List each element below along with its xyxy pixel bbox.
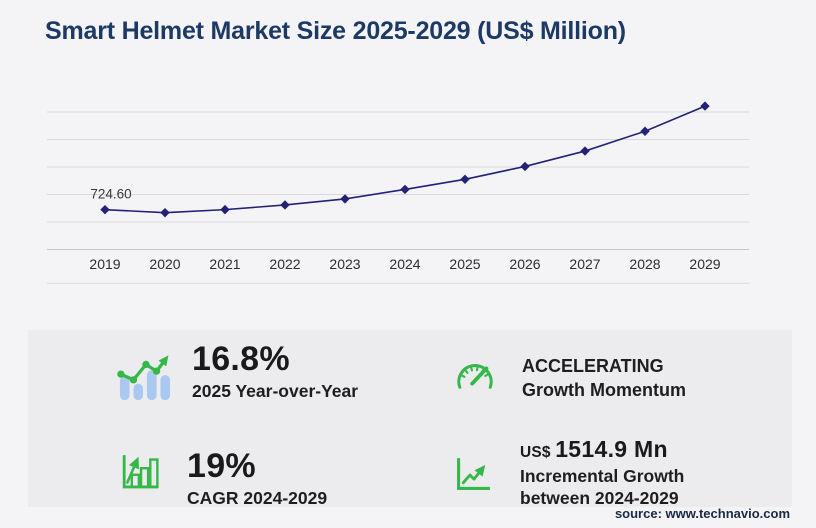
x-axis-label: 2026 bbox=[509, 256, 540, 272]
momentum-label: Growth Momentum bbox=[522, 380, 686, 400]
x-axis-label: 2024 bbox=[389, 256, 420, 272]
axes-growth-icon bbox=[457, 458, 490, 490]
x-axis-label: 2027 bbox=[569, 256, 600, 272]
data-point bbox=[220, 204, 230, 215]
x-axis-label: 2022 bbox=[269, 256, 300, 272]
yoy-value: 16.8% bbox=[192, 340, 290, 378]
point-value-label: 724.60 bbox=[90, 187, 131, 202]
bar-chart-trend-icon bbox=[117, 355, 171, 401]
data-point bbox=[340, 194, 350, 204]
x-axis-label: 2021 bbox=[209, 256, 240, 272]
data-point bbox=[100, 204, 110, 215]
incremental-currency-prefix: US$ bbox=[520, 444, 551, 461]
chart-title: Smart Helmet Market Size 2025-2029 (US$ … bbox=[45, 17, 626, 45]
incremental-label-1: Incremental Growth bbox=[520, 466, 685, 486]
data-point bbox=[460, 174, 470, 185]
yoy-label: 2025 Year-over-Year bbox=[192, 381, 359, 401]
source-attribution: source: www.technavio.com bbox=[614, 506, 790, 521]
stat-cagr: 19% CAGR 2024-2029 bbox=[122, 448, 327, 509]
x-axis-label: 2020 bbox=[149, 256, 180, 272]
x-axis-label: 2025 bbox=[449, 256, 480, 272]
data-point bbox=[520, 161, 530, 172]
x-axis-label: 2023 bbox=[329, 256, 360, 272]
stat-growth-momentum: ACCELERATING Growth Momentum bbox=[452, 354, 686, 402]
chart-svg: 2019 2020 2021 2022 2023 2024 2025 2026 2027 2028… bbox=[47, 101, 749, 284]
stats-panel bbox=[28, 330, 792, 507]
incremental-value: 1514.9 Mn bbox=[555, 436, 668, 462]
incremental-value-line: US$ 1514.9 Mn bbox=[520, 437, 684, 465]
bar-growth-icon bbox=[122, 455, 159, 489]
data-point bbox=[580, 146, 590, 156]
cagr-value: 19% bbox=[187, 447, 256, 485]
x-axis-label: 2028 bbox=[629, 256, 660, 272]
cagr-label: CAGR 2024-2029 bbox=[187, 488, 328, 508]
data-point bbox=[160, 207, 170, 218]
data-point bbox=[640, 126, 650, 136]
data-point bbox=[700, 101, 710, 111]
x-axis-label: 2019 bbox=[89, 256, 120, 272]
market-size-line-chart: 2019 2020 2021 2022 2023 2024 2025 2026 2027 2028… bbox=[40, 80, 760, 290]
data-point bbox=[280, 200, 290, 210]
momentum-value: ACCELERATING bbox=[522, 356, 664, 376]
x-axis-label: 2029 bbox=[689, 256, 720, 272]
data-point bbox=[400, 184, 410, 195]
trend-line bbox=[104, 105, 706, 214]
stat-yoy-growth: 16.8% 2025 Year-over-Year bbox=[116, 341, 358, 404]
incremental-label-2: between 2024-2029 bbox=[520, 488, 679, 508]
speedometer-icon bbox=[457, 364, 493, 389]
stat-incremental-growth: US$ 1514.9 Mn Incremental Growth between… bbox=[455, 437, 684, 509]
